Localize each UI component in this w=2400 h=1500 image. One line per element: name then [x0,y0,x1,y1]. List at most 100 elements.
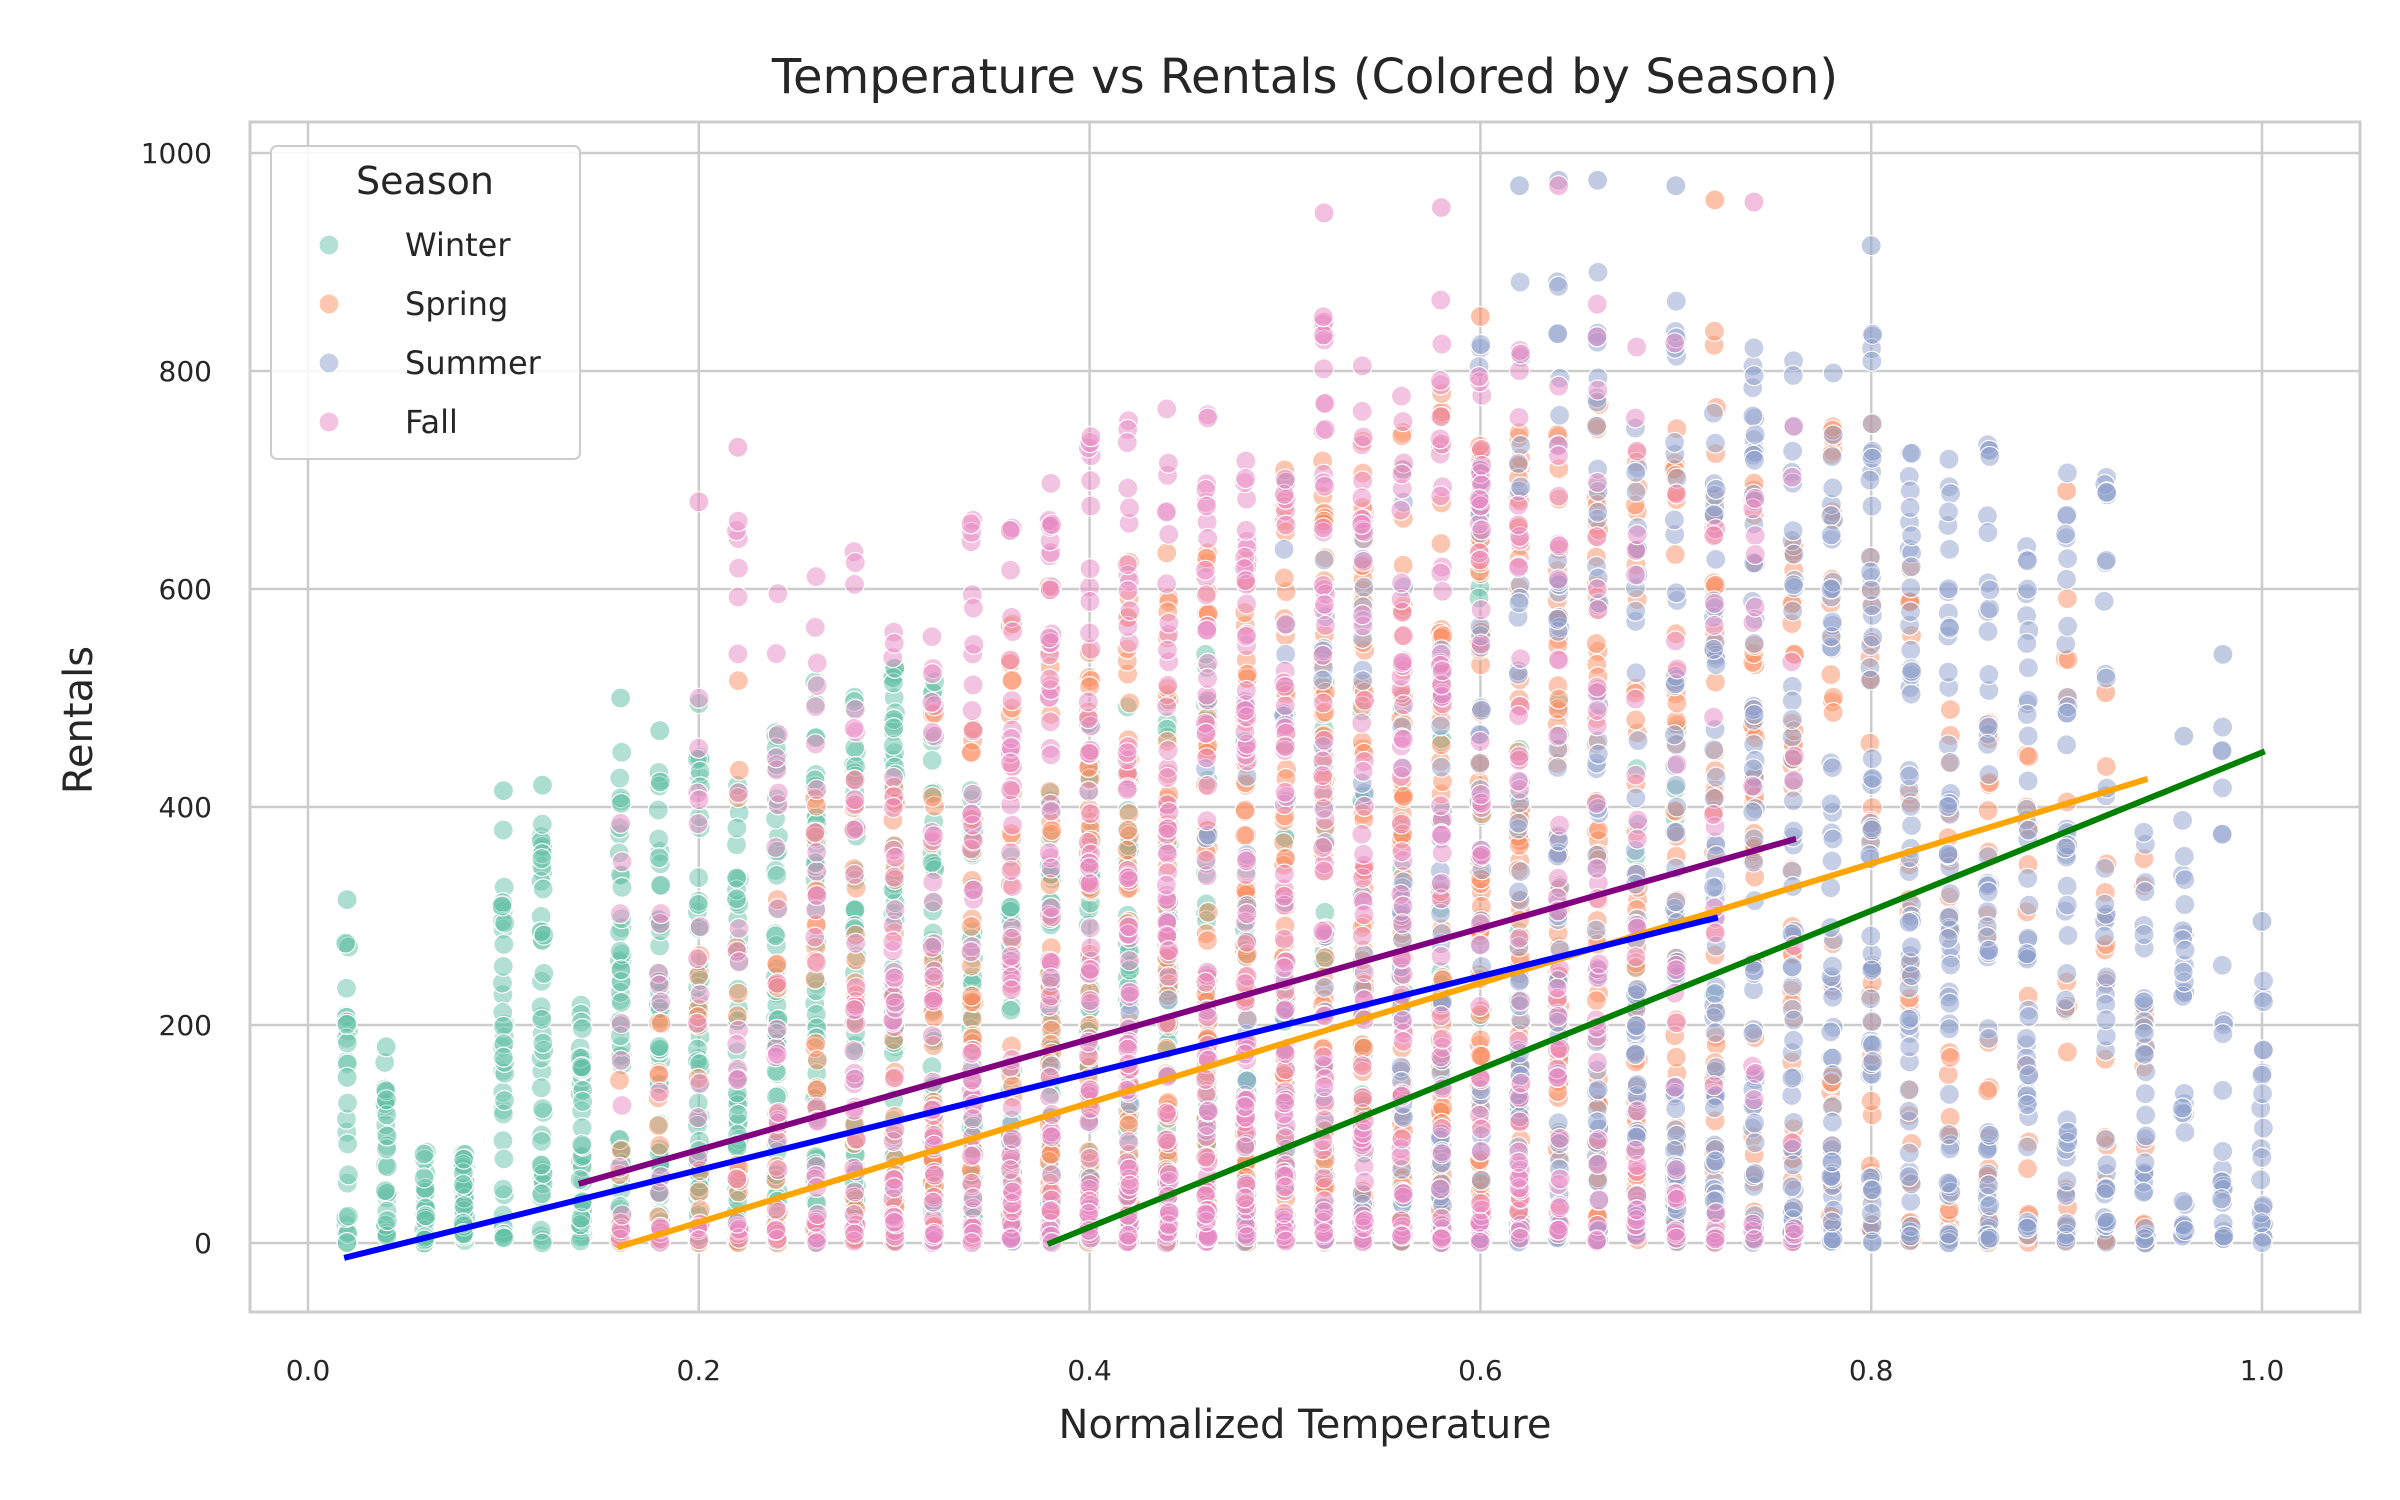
data-point [999,752,1022,774]
data-point [1431,1143,1453,1165]
data-point [2211,740,2233,762]
data-point [1665,582,1687,604]
data-point [766,953,788,975]
data-point [1510,343,1532,365]
data-point [728,759,750,781]
data-point [1820,505,1842,527]
data-point [1509,990,1531,1012]
data-point [1470,1118,1492,1140]
data-point [1900,965,1922,987]
data-point [922,871,944,893]
data-point [2055,1213,2078,1235]
data-point [1235,467,1257,490]
data-point [649,771,671,793]
data-point [1312,644,1334,666]
data-point [533,924,555,946]
data-point [2171,809,2194,831]
data-point [2055,734,2078,756]
data-point [1861,748,1883,770]
data-point [1469,934,1491,956]
data-point [1039,711,1061,733]
data-point [531,1232,553,1254]
data-point [1822,424,1844,446]
data-point [1821,757,1844,779]
data-point [728,917,750,940]
data-point [1429,795,1452,817]
data-point [999,649,1021,671]
data-point [1978,939,2000,961]
data-point [1352,550,1375,572]
data-point [726,1033,748,1055]
data-point [1937,795,1959,818]
data-point [572,1090,594,1113]
data-point [1116,839,1138,861]
data-point [1080,937,1102,959]
data-point [1624,1043,1647,1066]
data-point [2135,1061,2157,1083]
data-point [1782,574,1805,596]
data-point [844,1068,866,1090]
data-point [766,864,788,886]
data-point [492,1178,514,1200]
data-point [999,559,1022,581]
data-point [1585,919,1607,941]
data-point [336,889,358,911]
data-point [883,967,906,989]
data-point [1508,745,1530,767]
data-point [1430,1046,1452,1068]
data-point [686,1012,708,1034]
data-point [884,991,906,1014]
data-point [2212,1023,2234,1045]
data-point [1625,1015,1647,1037]
data-point [1040,985,1062,1007]
data-point [1548,814,1571,836]
data-point [1392,410,1414,433]
data-point [767,1159,789,1181]
data-point [1001,669,1023,691]
data-point [1507,514,1529,536]
data-point [1312,1046,1334,1068]
data-point [884,846,906,868]
data-point [1040,857,1062,879]
data-point [1157,739,1179,762]
data-point [1469,730,1491,753]
data-point [2251,1232,2273,1254]
data-point [2212,716,2234,738]
data-point [1197,407,1219,429]
data-point [1312,306,1334,328]
data-point [767,723,789,746]
data-point [999,1159,1021,1181]
data-point [1859,561,1882,583]
data-point [1862,626,1884,648]
data-point [843,1040,865,1062]
data-point [1704,1150,1727,1172]
data-point [649,1134,671,1156]
data-point [922,990,944,1012]
data-point [1431,1028,1454,1050]
data-point [1509,648,1532,670]
data-point [1118,950,1141,972]
data-point [1234,699,1256,722]
data-point [1314,418,1336,440]
data-point [726,817,748,839]
data-point [1196,929,1219,952]
data-point [1937,661,1959,683]
data-point [1937,501,1960,523]
data-point [1625,600,1647,622]
data-point [1312,764,1334,787]
data-point [845,932,867,954]
data-point [1743,365,1765,387]
data-point [1507,770,1530,792]
data-point [962,1187,984,1209]
data-point [1861,495,1883,517]
data-point [2054,523,2077,545]
data-point [1158,1163,1180,1186]
data-point [725,888,748,910]
data-point [1313,1201,1335,1223]
data-point [1585,632,1607,655]
data-point [2096,1154,2118,1176]
data-point [960,1145,983,1167]
data-point [1430,1207,1453,1230]
data-point [921,626,943,648]
data-point [1077,691,1099,713]
